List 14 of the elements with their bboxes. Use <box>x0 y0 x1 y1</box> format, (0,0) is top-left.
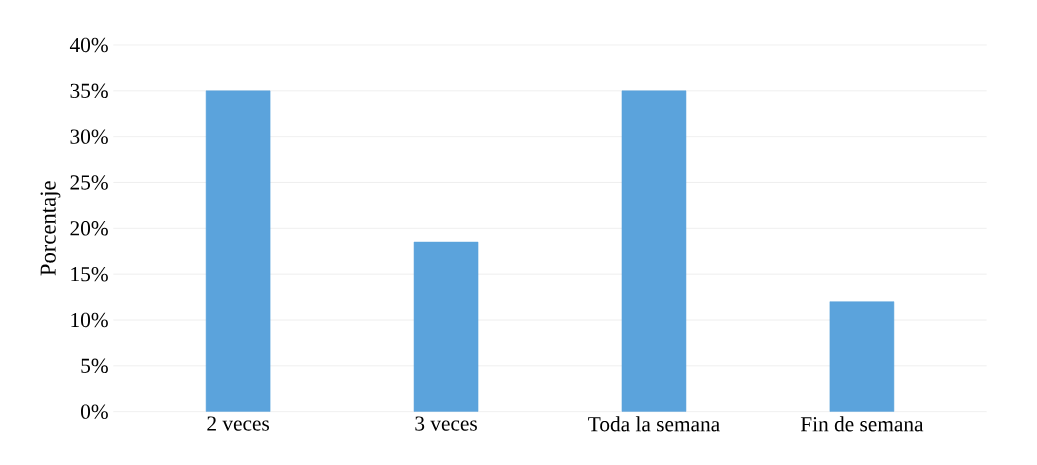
x-tick-label: Toda la semana <box>588 416 720 432</box>
y-tick-label: 20% <box>70 221 108 236</box>
y-axis-title: Porcentaje <box>40 181 61 276</box>
x-tick-label: 3 veces <box>415 416 477 431</box>
y-tick-label: 5% <box>81 358 108 374</box>
y-tick-label: 0% <box>81 404 108 419</box>
x-tick-label: Fin de semana <box>800 416 924 432</box>
y-tick-label: 10% <box>71 312 108 328</box>
y-tick-label: 35% <box>70 83 108 99</box>
y-tick-label: 15% <box>71 266 108 282</box>
y-tick-label: 40% <box>69 37 108 53</box>
x-tick-label: 2 veces <box>207 416 269 431</box>
y-tick-label: 25% <box>70 175 108 190</box>
y-tick-label: 30% <box>70 129 108 144</box>
